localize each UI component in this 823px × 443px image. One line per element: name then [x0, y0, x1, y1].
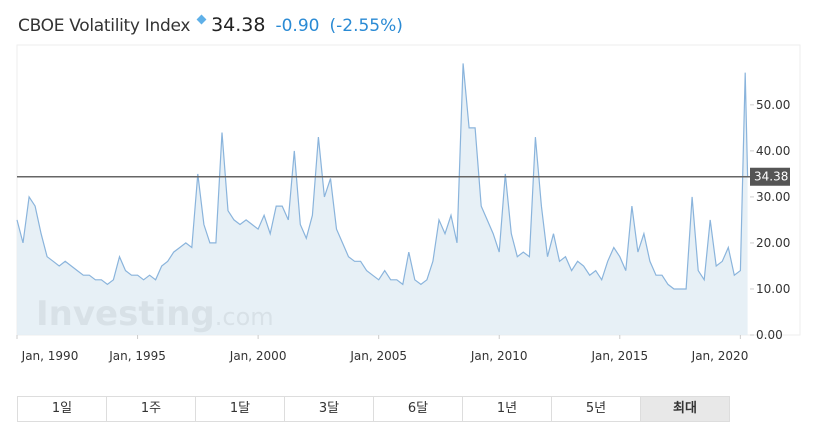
- range-button[interactable]: 6달: [374, 397, 463, 421]
- change: -0.90: [275, 16, 320, 36]
- y-tick-label: 0.00: [756, 328, 783, 342]
- y-tick-label: 40.00: [756, 144, 790, 158]
- range-button[interactable]: 5년: [552, 397, 641, 421]
- header: CBOE Volatility Index 34.38 -0.90 (-2.55%): [18, 14, 403, 36]
- y-tick-label: 10.00: [756, 282, 790, 296]
- range-button[interactable]: 1주: [107, 397, 196, 421]
- area-line: [16, 63, 749, 290]
- area-fill: [17, 63, 748, 336]
- x-tick-label: Jan, 2010: [470, 349, 528, 363]
- change-percent: (-2.55%): [329, 16, 403, 36]
- chart: 0.00 10.00 20.00 30.00 40.00 50.00 Jan, 1990 Ja…: [16, 44, 801, 363]
- range-buttons: 1일 1주 1달 3달 6달 1년 5년 최대: [17, 396, 730, 422]
- title: CBOE Volatility Index: [18, 16, 191, 36]
- x-tick-label: Jan, 2005: [349, 349, 407, 363]
- x-tick-label: Jan, 2000: [229, 349, 287, 363]
- x-tick-label: Jan, 2020: [691, 349, 749, 363]
- y-tick-label: 20.00: [756, 236, 790, 250]
- y-tick-label: 30.00: [756, 190, 790, 204]
- range-button[interactable]: 최대: [641, 397, 729, 421]
- range-button[interactable]: 1일: [18, 397, 107, 421]
- price: 34.38: [211, 14, 266, 36]
- last-value-box: [750, 167, 790, 186]
- x-tick-label: Jan, 1990: [21, 349, 79, 363]
- range-button[interactable]: 1년: [463, 397, 552, 421]
- range-button[interactable]: 1달: [196, 397, 285, 421]
- x-tick-label: Jan, 1995: [108, 349, 166, 363]
- y-tick-label: 50.00: [756, 98, 790, 112]
- range-button[interactable]: 3달: [285, 397, 374, 421]
- x-tick-label: Jan, 2015: [590, 349, 648, 363]
- last-value-label: 34.38: [754, 170, 788, 184]
